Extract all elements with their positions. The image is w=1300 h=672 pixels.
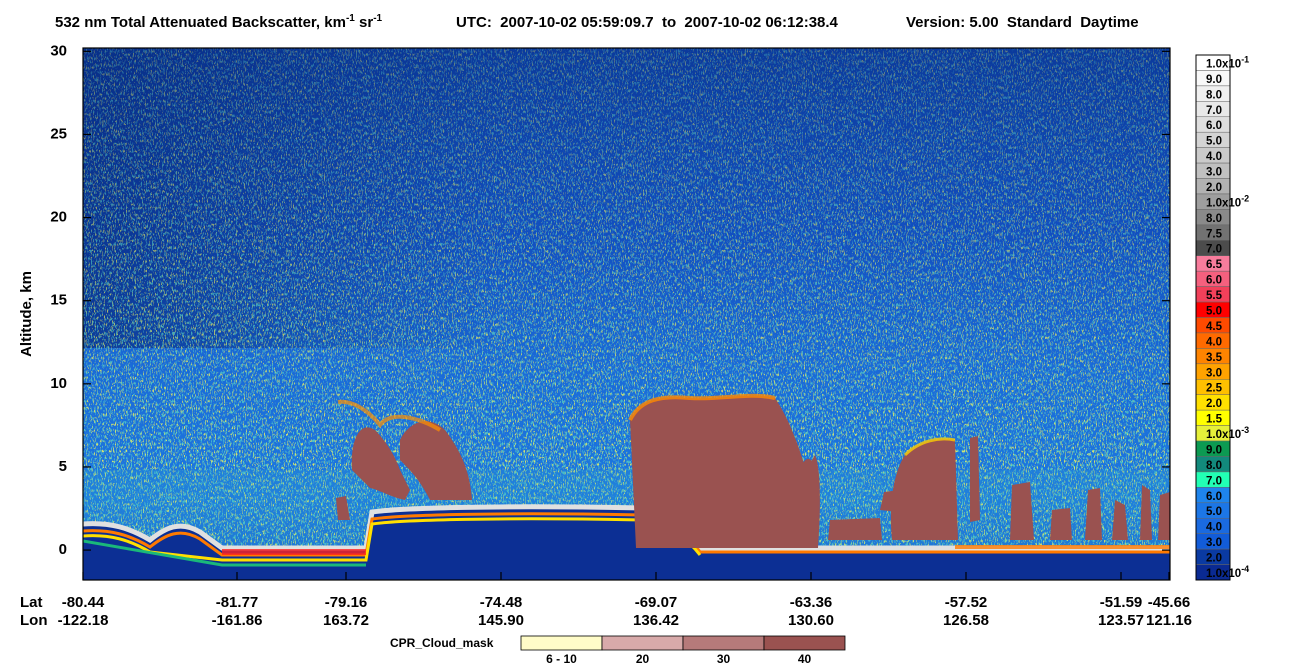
colorbar-label-base: 1.0x10: [1206, 197, 1241, 209]
y-tick-label: 20: [50, 209, 67, 226]
colorbar-label-base: 1.0x10: [1206, 58, 1241, 70]
cpr-legend-swatch: [763, 635, 846, 651]
y-tick-label: 10: [50, 375, 67, 392]
lon-label: 130.60: [788, 612, 834, 629]
colorbar-label: 1.5: [1206, 414, 1223, 426]
colorbar-label: 1.0x10-1: [1206, 54, 1249, 70]
colorbar-label: 6.0: [1206, 120, 1222, 132]
title-version: Version: 5.00 Standard Daytime: [906, 14, 1139, 31]
y-tick-label: 15: [50, 292, 67, 309]
lon-label: -122.18: [58, 612, 109, 629]
y-tick-label: 0: [59, 541, 67, 558]
colorbar-label: 4.5: [1206, 321, 1223, 333]
lat-label: -80.44: [62, 594, 105, 611]
colorbar-label: 5.5: [1206, 290, 1223, 302]
colorbar-label: 2.5: [1206, 383, 1223, 395]
lat-label: -63.36: [790, 594, 833, 611]
colorbar-label: 1.0x10-4: [1206, 564, 1249, 580]
y-tick-label: 5: [59, 458, 67, 475]
colorbar-label: 3.5: [1206, 352, 1223, 364]
lon-label: 163.72: [323, 612, 369, 629]
backscatter-image: [83, 48, 1170, 580]
lat-label: -45.66: [1148, 594, 1191, 611]
colorbar-label-exponent: -1: [1241, 54, 1249, 64]
lat-label: -81.77: [216, 594, 259, 611]
title-unit: sr: [355, 14, 374, 31]
axis-ticks: 0 5 10 15 20 25 30 -80.44-122.18 -81.77-161.86 -7…: [50, 42, 1192, 629]
lat-label: -74.48: [480, 594, 523, 611]
colorbar-frame: [1195, 54, 1231, 581]
colorbar-label: 4.0: [1206, 336, 1222, 348]
cpr-legend-label: 6 - 10: [546, 652, 577, 666]
title-exponent: -1: [373, 13, 382, 24]
chart-title: 532 nm Total Attenuated Backscatter, km-…: [55, 13, 383, 31]
colorbar-label: 2.0: [1206, 553, 1222, 565]
y-tick-label: 25: [50, 125, 67, 142]
y-axis-label: Altitude, km: [18, 271, 35, 357]
cpr-legend: CPR_Cloud_mask 6 - 10 20 30 40: [390, 635, 846, 666]
colorbar-label: 6.0: [1206, 491, 1222, 503]
y-tick-label: 30: [50, 42, 67, 59]
colorbar-label: 2.0: [1206, 398, 1222, 410]
colorbar-label: 6.0: [1206, 275, 1222, 287]
colorbar-label: 8.0: [1206, 460, 1222, 472]
colorbar-label: 1.0x10-3: [1206, 425, 1249, 441]
colorbar-label: 8.0: [1206, 213, 1222, 225]
colorbar-label: 3.0: [1206, 537, 1222, 549]
colorbar-label: 2.0: [1206, 182, 1222, 194]
title-main: 532 nm Total Attenuated Backscatter, km: [55, 14, 346, 31]
colorbar: 1.0x10-19.08.07.06.05.04.03.02.01.0x10-2…: [1195, 54, 1249, 581]
colorbar-label: 1.0x10-2: [1206, 193, 1249, 209]
colorbar-label: 3.0: [1206, 167, 1222, 179]
title-utc: UTC: 2007-10-02 05:59:09.7 to 2007-10-02…: [456, 14, 839, 31]
colorbar-label: 7.0: [1206, 475, 1222, 487]
title-exponent: -1: [346, 13, 355, 24]
lat-label: -79.16: [325, 594, 368, 611]
colorbar-label: 4.0: [1206, 151, 1222, 163]
plot-frame: [82, 47, 1171, 581]
colorbar-label-base: 1.0x10: [1206, 568, 1241, 580]
lon-label: -161.86: [212, 612, 263, 629]
colorbar-label-exponent: -4: [1241, 564, 1249, 574]
cpr-legend-label: 20: [636, 652, 650, 666]
cpr-legend-label: 40: [798, 652, 812, 666]
lat-row-label: Lat: [20, 594, 43, 611]
colorbar-label: 3.0: [1206, 367, 1222, 379]
colorbar-label: 8.0: [1206, 89, 1222, 101]
colorbar-label: 7.0: [1206, 105, 1222, 117]
cpr-legend-title: CPR_Cloud_mask: [390, 636, 494, 650]
lon-label: 123.57: [1098, 612, 1144, 629]
cpr-legend-swatch: [601, 635, 684, 651]
lon-label: 145.90: [478, 612, 524, 629]
colorbar-label: 5.0: [1206, 136, 1222, 148]
colorbar-label: 7.5: [1206, 228, 1223, 240]
lon-row-label: Lon: [20, 612, 48, 629]
colorbar-label: 4.0: [1206, 522, 1222, 534]
colorbar-label-base: 1.0x10: [1206, 429, 1241, 441]
colorbar-label: 6.5: [1206, 259, 1223, 271]
lon-label: 121.16: [1146, 612, 1192, 629]
cpr-legend-swatch: [520, 635, 603, 651]
colorbar-label: 7.0: [1206, 244, 1222, 256]
colorbar-label: 5.0: [1206, 306, 1222, 318]
colorbar-label: 9.0: [1206, 444, 1222, 456]
lat-label: -51.59: [1100, 594, 1143, 611]
cpr-legend-label: 30: [717, 652, 731, 666]
cpr-legend-swatch: [682, 635, 765, 651]
colorbar-label: 5.0: [1206, 506, 1222, 518]
lat-label: -69.07: [635, 594, 678, 611]
colorbar-label: 9.0: [1206, 74, 1222, 86]
lon-label: 136.42: [633, 612, 679, 629]
lon-label: 126.58: [943, 612, 989, 629]
colorbar-label-exponent: -2: [1241, 193, 1249, 203]
colorbar-label-exponent: -3: [1241, 425, 1249, 435]
lat-label: -57.52: [945, 594, 988, 611]
